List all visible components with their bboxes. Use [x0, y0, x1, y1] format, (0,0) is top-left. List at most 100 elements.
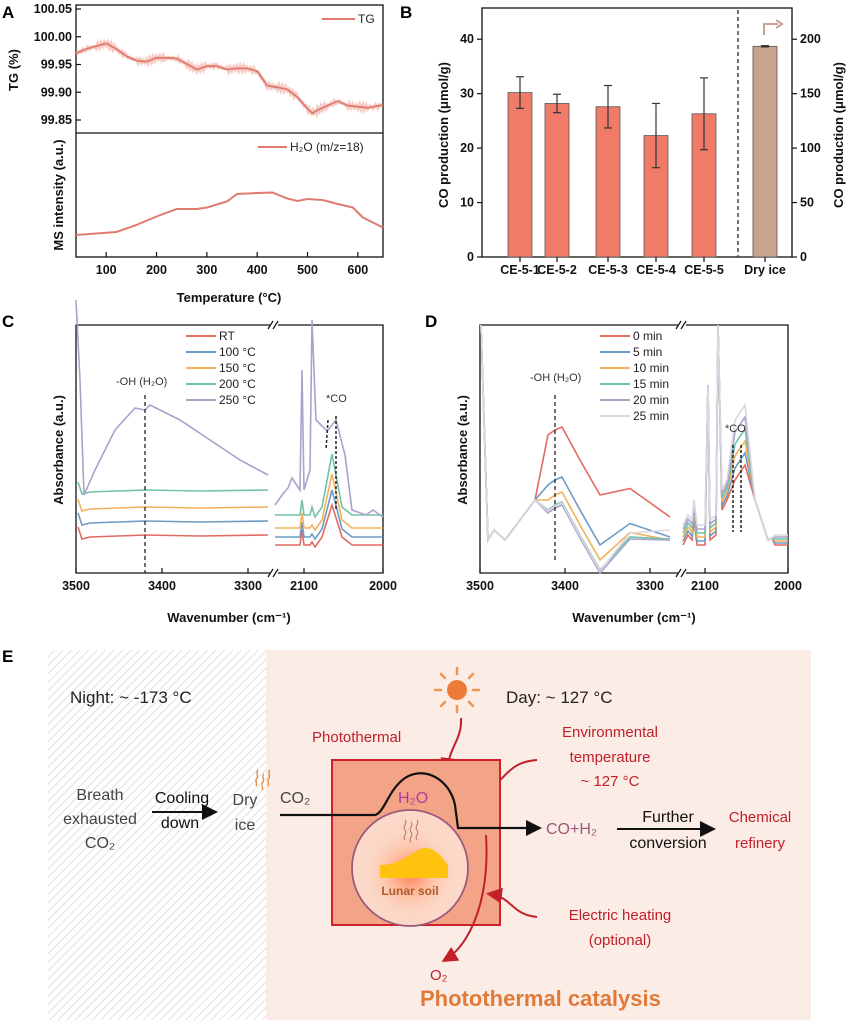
tg-line	[75, 42, 384, 115]
x-tick-label: CE-5-4	[636, 263, 676, 277]
o2-label: O₂	[430, 967, 448, 984]
panel-label-e: E	[2, 647, 13, 666]
x-tick-label: 3400	[551, 579, 579, 593]
panel-label-d: D	[425, 312, 437, 331]
bar-ce-5-1	[507, 92, 533, 258]
lunar-soil-pile	[380, 848, 448, 878]
photothermal-catalysis-title: Photothermal catalysis	[420, 986, 661, 1011]
y-tick-label: 100.00	[34, 30, 72, 44]
panel-label-a: A	[2, 3, 14, 22]
x-tick-label: 500	[297, 263, 318, 277]
x-tick-label: Dry ice	[744, 263, 786, 277]
spectrum-right-250C	[274, 319, 384, 518]
x-tick-label: 300	[196, 263, 217, 277]
axis-break-mark	[675, 320, 682, 330]
axis-break-mark	[680, 568, 687, 578]
y-tick-label: 99.95	[41, 58, 72, 72]
y-tick-label: 99.85	[41, 113, 72, 127]
spectrum-right-RT	[275, 502, 383, 549]
y-tick-label-right: 100	[800, 141, 821, 155]
spectrum-right-25min	[682, 324, 788, 542]
spectrum-left-RT	[77, 526, 269, 540]
legend-label: 200 °C	[219, 377, 256, 391]
legend-label: 5 min	[633, 345, 662, 359]
y-tick-label-right: 50	[800, 196, 814, 210]
spectrum-right-200C	[275, 453, 383, 519]
spectrum-left-200C	[77, 481, 269, 495]
annotation-oh-h2o: -OH (H₂O)	[530, 372, 581, 384]
electric-heating-label: Electric heating	[569, 907, 672, 924]
sun-icon	[433, 666, 481, 714]
panel-b-frame	[481, 7, 793, 258]
x-tick-label: 3400	[148, 579, 176, 593]
plot-frame-left	[479, 324, 678, 574]
env-temp-label-2: temperature	[570, 749, 651, 766]
annotation-oh-h2o: -OH (H₂O)	[116, 376, 167, 388]
x-tick-label: 3500	[466, 579, 494, 593]
x-tick-label: 3500	[62, 579, 90, 593]
plot-frame-right	[686, 324, 789, 574]
legend-tg-label: TG	[358, 12, 375, 26]
h2o-ms-line	[75, 191, 384, 236]
x-tick-label: 3300	[234, 579, 262, 593]
electric-heating-optional-label: (optional)	[589, 932, 652, 949]
breath-label-2: exhausted	[63, 811, 137, 828]
day-temperature: Day: ~ 127 °C	[506, 688, 613, 707]
panel-c: C RT 100 °C 150 °C 200 °C 250 °C -OH (H₂O) *…	[2, 299, 397, 625]
y-tick-label: 30	[460, 87, 474, 101]
refinery-label: refinery	[735, 835, 786, 852]
axis-break-mark	[675, 568, 682, 578]
x-tick-label: CE-5-1	[500, 263, 540, 277]
y-tick-label-right: 200	[800, 32, 821, 46]
annotation-co: *CO	[326, 393, 347, 405]
panel-d-xlabel: Wavenumber (cm⁻¹)	[572, 610, 695, 625]
spectrum-right-100C	[275, 489, 383, 541]
y-tick-label: 40	[460, 32, 474, 46]
x-tick-label: 200	[146, 263, 167, 277]
breath-label-1: Breath	[76, 787, 123, 804]
panel-c-ylabel: Absorbance (a.u.)	[51, 395, 66, 505]
x-tick-label: 100	[96, 263, 117, 277]
legend-label: 0 min	[633, 329, 662, 343]
plot-frame-left	[75, 324, 270, 574]
legend-h2o-label: H₂O (m/z=18)	[290, 140, 364, 154]
panel-a-ylabel-tg: TG (%)	[6, 49, 21, 91]
reaction-path-line	[280, 772, 525, 830]
y-tick-label: 20	[460, 141, 474, 155]
panel-e-schematic: E Night: ~ -173 °C Day: ~ 127 °C Phototh…	[2, 647, 811, 1020]
bar-ce-5-2	[544, 103, 570, 258]
x-tick-label: 2000	[774, 579, 802, 593]
right-axis-arrow-icon	[763, 23, 778, 35]
plot-frame-right	[278, 324, 384, 574]
panel-label-b: B	[400, 3, 412, 22]
panel-b-ylabel-left: CO production (μmol/g)	[436, 62, 451, 208]
annotation-co: *CO	[725, 423, 746, 435]
legend-label: 15 min	[633, 377, 669, 391]
y-tick-label-right: 0	[800, 250, 807, 264]
legend-label: 25 min	[633, 409, 669, 423]
right-axis-arrowhead-icon	[775, 19, 784, 29]
legend-label: 10 min	[633, 361, 669, 375]
axis-break-mark	[267, 320, 274, 330]
legend-label: 150 °C	[219, 361, 256, 375]
x-tick-label: 600	[347, 263, 368, 277]
panel-label-c: C	[2, 312, 14, 331]
down-label: down	[161, 815, 199, 832]
panel-c-xlabel: Wavenumber (cm⁻¹)	[167, 610, 290, 625]
panel-a: A 100.05 100.00 99.95 99.90 99.85 100 200 300 4…	[2, 2, 384, 305]
breath-label-3: CO₂	[85, 835, 115, 852]
spectrum-left-25min	[480, 324, 671, 573]
x-tick-label: 3300	[636, 579, 664, 593]
legend-label: 100 °C	[219, 345, 256, 359]
co-marker-line-1	[325, 419, 329, 451]
x-tick-label: 2000	[369, 579, 397, 593]
y-tick-label-right: 150	[800, 87, 821, 101]
cooling-label: Cooling	[155, 790, 209, 807]
x-tick-label: CE-5-2	[537, 263, 577, 277]
panel-b: B 0 10 20 30 40 0 50 100 150 200 CE-5-1CE-5-2 CE-5…	[400, 3, 846, 277]
y-tick-label: 0	[467, 250, 474, 264]
co2-label: CO₂	[280, 790, 310, 807]
axis-break-mark	[272, 568, 279, 578]
legend-label: 250 °C	[219, 393, 256, 407]
